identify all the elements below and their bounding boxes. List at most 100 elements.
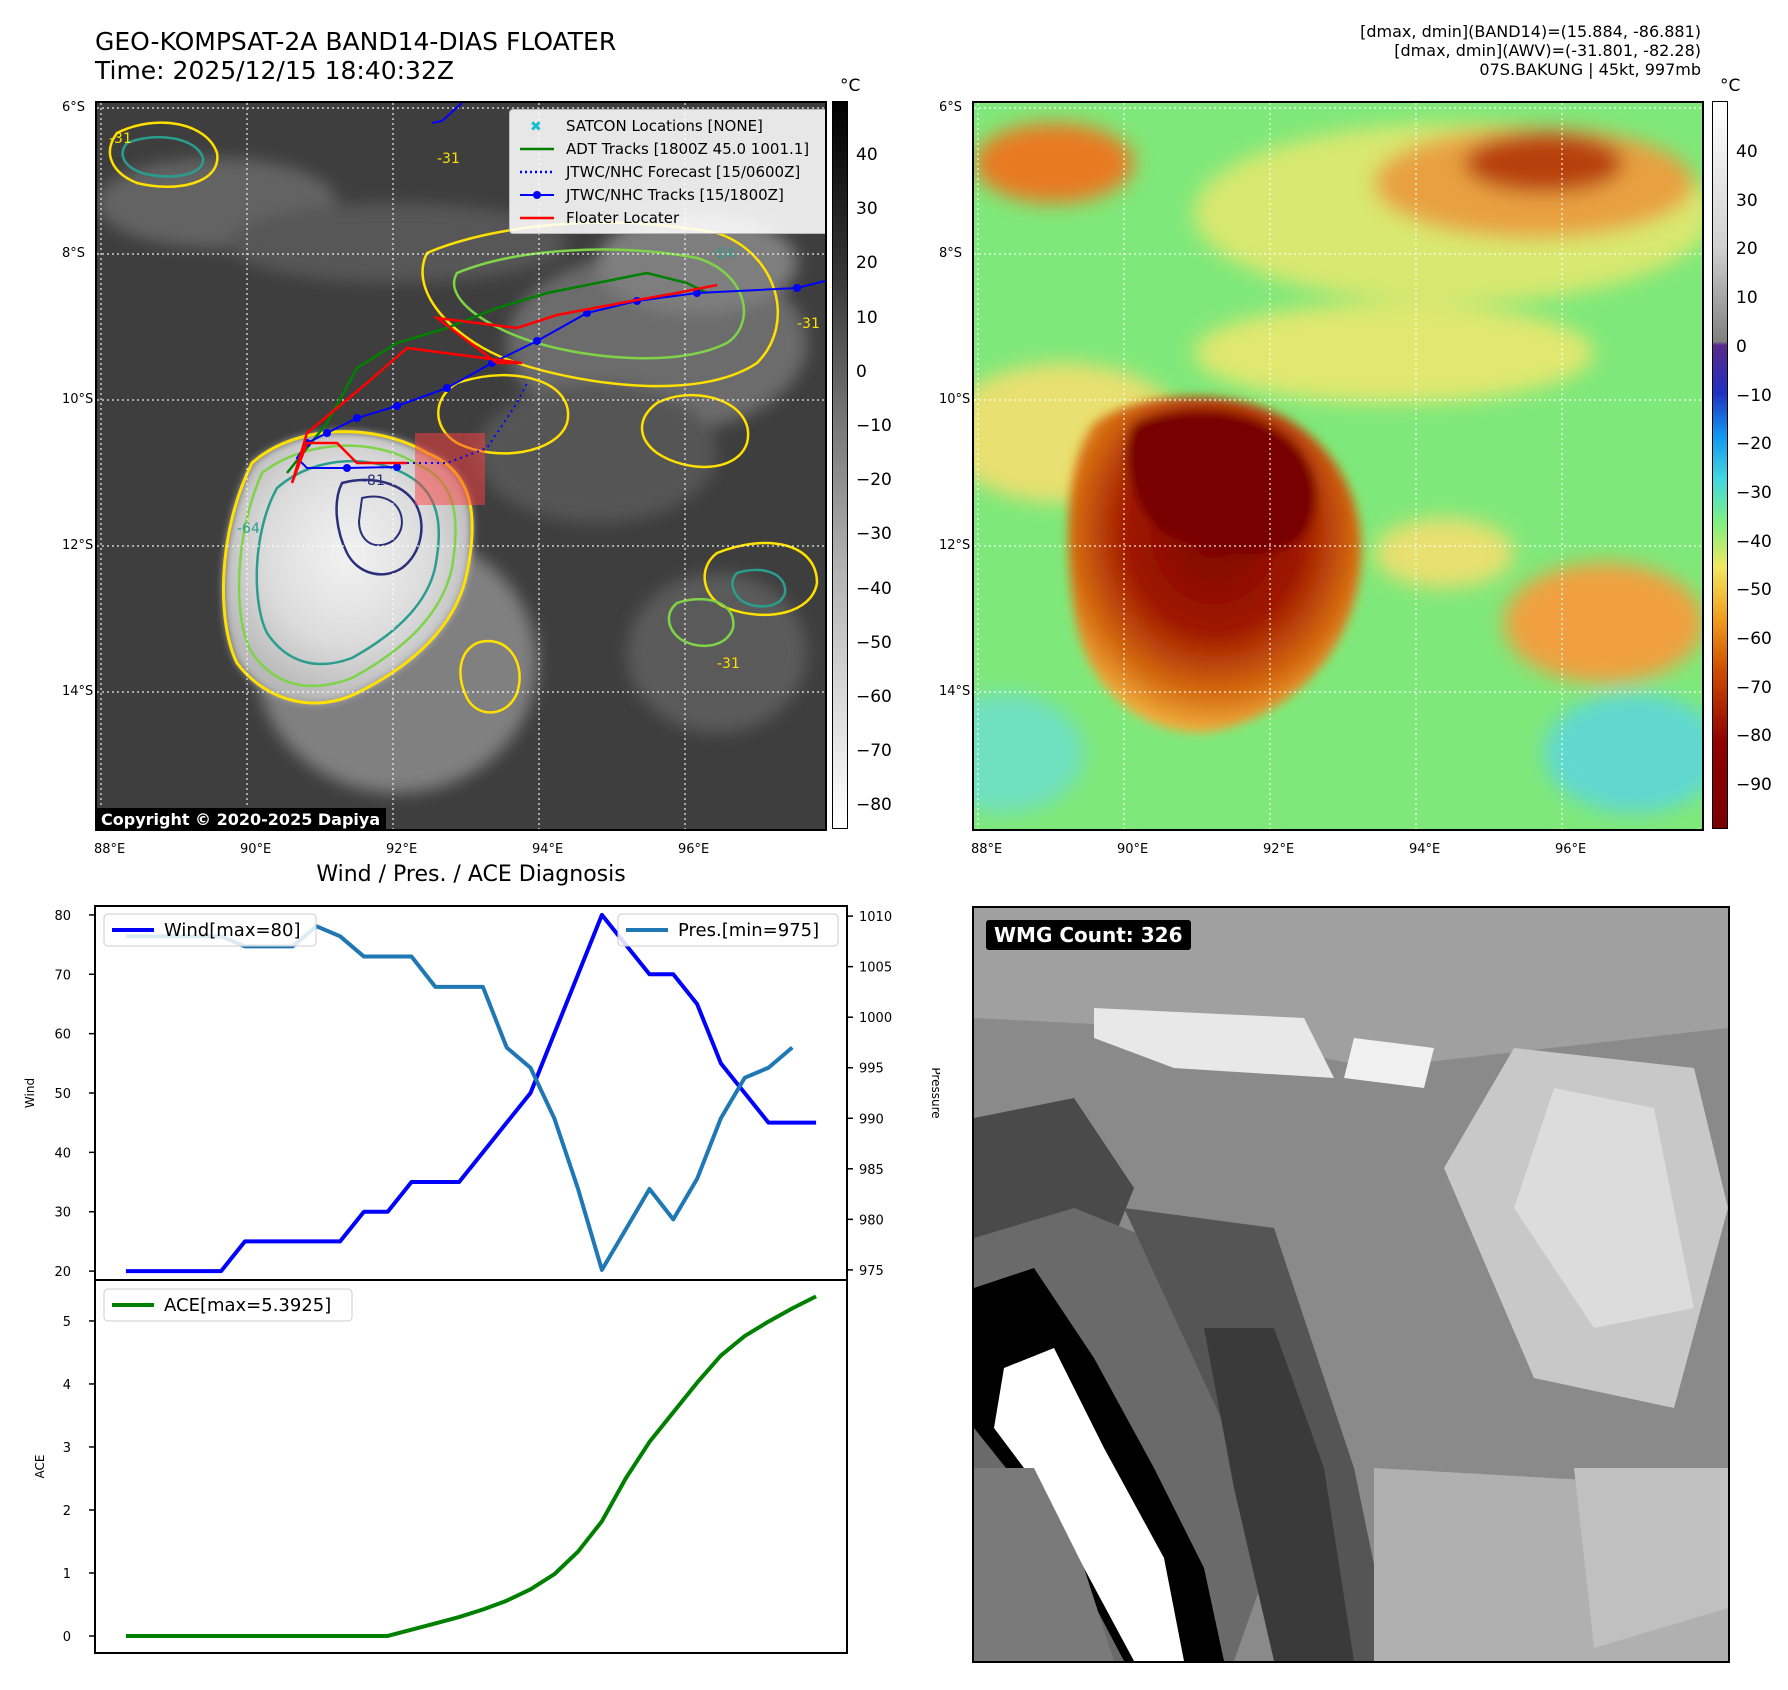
colorbar-tick-label: −30 — [856, 524, 892, 545]
colorbar-tick-label: −30 — [1736, 482, 1772, 503]
legend-entry: ADT Tracks [1800Z 45.0 1001.1] — [516, 137, 825, 160]
map-tick-label: 14°S — [939, 684, 971, 699]
legend-label: Floater Locater — [566, 208, 680, 227]
legend-swatch — [520, 216, 554, 219]
info-block: [dmax, dmin](BAND14)=(15.884, -86.881) [… — [1360, 22, 1701, 79]
ir-colorbar — [832, 101, 848, 829]
ace-tick-label: 0 — [63, 1630, 71, 1645]
wind-axis-label: Wind — [23, 1078, 37, 1108]
awv-map-panel — [972, 101, 1704, 831]
map-tick-label: 92°E — [386, 842, 418, 857]
colorbar-tick-label: −60 — [1736, 629, 1772, 649]
colorbar-tick-label: 0 — [1736, 336, 1747, 357]
pressure-tick-label: 1005 — [859, 961, 892, 976]
wmg-panel: WMG Count: 326 — [972, 906, 1730, 1663]
colorbar-tick-label: −10 — [856, 416, 892, 436]
ace-tick-label: 1 — [63, 1567, 71, 1582]
contour-label: -64 — [237, 521, 260, 537]
ir-colorbar-unit: °C — [840, 76, 861, 96]
pressure-tick-label: 985 — [859, 1163, 884, 1178]
legend-label: SATCON Locations [NONE] — [566, 116, 763, 135]
colorbar-tick-label: −50 — [856, 632, 892, 653]
ace-legend-box — [103, 1288, 353, 1322]
colorbar-tick-label: 20 — [1736, 239, 1758, 260]
awv-storm — [1068, 396, 1362, 733]
wind-legend-box — [103, 913, 317, 947]
pressure-tick-label: 975 — [859, 1264, 884, 1279]
wmg-count-label: WMG Count: 326 — [986, 920, 1191, 950]
ir-legend: ✖ SATCON Locations [NONE] ADT Tracks [1800… — [509, 109, 825, 234]
ir-legend-rows: ✖ SATCON Locations [NONE] ADT Tracks [1800… — [516, 114, 825, 229]
colorbar-tick-label: −60 — [856, 687, 892, 707]
map-tick-label: 6°S — [62, 100, 86, 115]
ace-tick-label: 5 — [63, 1315, 71, 1330]
map-tick-label: 90°E — [240, 842, 272, 857]
colorbar-tick-label: 30 — [1736, 190, 1758, 211]
svg-text:✖: ✖ — [530, 119, 542, 134]
wmg-blocks — [974, 908, 1728, 1661]
legend-label: ADT Tracks [1800Z 45.0 1001.1] — [566, 139, 810, 158]
map-tick-label: 96°E — [678, 842, 710, 857]
jtwc-track — [295, 280, 825, 469]
legend-entry: JTWC/NHC Forecast [15/0600Z] — [516, 160, 825, 183]
map-tick-label: 90°E — [1117, 842, 1149, 857]
wind-tick-label: 40 — [54, 1146, 71, 1161]
colorbar-tick-label: −10 — [1736, 385, 1772, 406]
wind-pres-axes — [94, 905, 848, 1281]
diagnosis-chart: 2030405060708097598098599099510001005101… — [23, 905, 940, 1654]
floater-locater — [290, 283, 718, 484]
contour-label: -31 — [717, 656, 740, 672]
awv-map — [974, 103, 1702, 829]
map-tick-label: 6°S — [939, 100, 963, 115]
wmg-image — [974, 908, 1728, 1661]
map-tick-label: 12°S — [62, 538, 94, 553]
legend-entry: ✖ SATCON Locations [NONE] — [516, 114, 825, 137]
ace-axis-label: ACE — [33, 1455, 47, 1479]
legend-label: JTWC/NHC Forecast [15/0600Z] — [566, 162, 801, 181]
pressure-tick-label: 1000 — [859, 1011, 892, 1026]
ace-legend-label: ACE[max=5.3925] — [164, 1295, 331, 1316]
colorbar-tick-label: −70 — [856, 741, 892, 762]
colorbar-tick-label: 30 — [856, 199, 878, 220]
colorbar-tick-label: −40 — [1736, 531, 1772, 552]
contour-label: -81 — [362, 473, 385, 489]
pressure-tick-label: 980 — [859, 1213, 884, 1228]
map-tick-label: 8°S — [62, 246, 86, 261]
pressure-tick-label: 995 — [859, 1062, 884, 1077]
colorbar-tick-label: 40 — [856, 145, 878, 165]
pressure-axis-label: Pressure — [929, 1067, 940, 1118]
jtwc-forecast — [407, 382, 528, 464]
colorbar-tick-label: −20 — [856, 470, 892, 491]
wind-tick-label: 60 — [54, 1028, 71, 1043]
colorbar-tick-label: 0 — [856, 361, 867, 382]
copyright-label: Copyright © 2020-2025 Dapiya — [97, 808, 387, 829]
colorbar-tick-label: −20 — [1736, 434, 1772, 455]
pressure-legend-box — [617, 913, 839, 947]
colorbar-tick-label: −50 — [1736, 580, 1772, 601]
legend-entry: Floater Locater — [516, 206, 825, 229]
contour-label: -31 — [109, 131, 132, 147]
legend-entry: JTWC/NHC Tracks [15/1800Z] — [516, 183, 825, 206]
ace-line — [125, 1294, 817, 1638]
contour-label: -31 — [437, 151, 460, 167]
wind-legend-label: Wind[max=80] — [164, 920, 301, 941]
wind-tick-label: 30 — [54, 1206, 71, 1221]
wind-tick-label: 80 — [54, 909, 71, 924]
ace-axes — [94, 1279, 848, 1654]
map-tick-label: 94°E — [532, 842, 564, 857]
ir-gridlines — [97, 103, 825, 829]
ace-tick-label: 4 — [63, 1378, 71, 1393]
ir-storm — [222, 430, 474, 705]
pressure-tick-label: 1010 — [859, 910, 892, 925]
map-tick-label: 94°E — [1409, 842, 1441, 857]
map-tick-label: 10°S — [939, 392, 971, 407]
legend-swatch — [520, 190, 554, 199]
wind-tick-label: 50 — [54, 1087, 71, 1102]
info-line1: [dmax, dmin](BAND14)=(15.884, -86.881) — [1360, 22, 1701, 41]
awv-moisture-field — [974, 123, 1702, 813]
map-tick-label: 92°E — [1263, 842, 1295, 857]
map-tick-label: 88°E — [971, 842, 1003, 857]
ir-map-panel: -31 -31 -31 -54 -64 -81 -31 — [95, 101, 827, 831]
wind-tick-label: 20 — [54, 1265, 71, 1280]
colorbar-tick-label: 20 — [856, 253, 878, 274]
